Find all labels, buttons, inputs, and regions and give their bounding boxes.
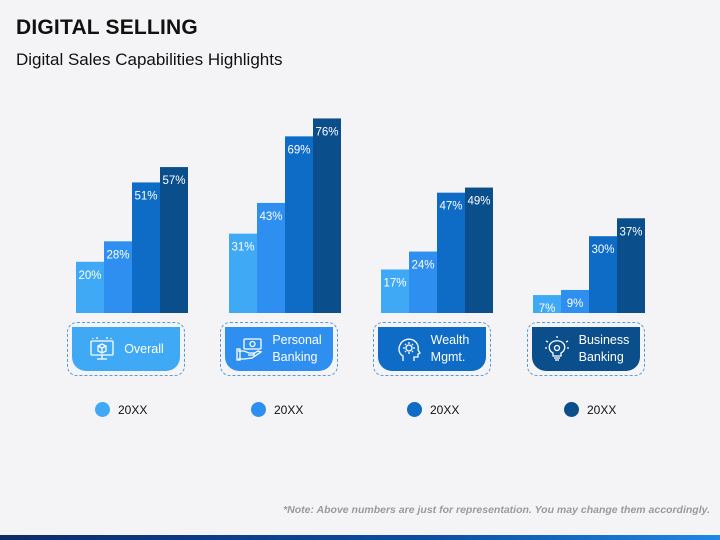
bar-value-label: 49% xyxy=(467,196,490,208)
bar xyxy=(257,202,285,313)
legend-item: 20XX xyxy=(407,402,459,417)
slide-subtitle: Digital Sales Capabilities Highlights xyxy=(16,50,283,69)
bar-value-label: 47% xyxy=(439,201,462,213)
bar-value-label: 7% xyxy=(539,303,556,315)
category-card-wealth-mgmt: Wealth Mgmt. xyxy=(373,322,491,376)
bar-value-label: 28% xyxy=(106,249,129,261)
bar-value-label: 20% xyxy=(78,270,101,282)
bar xyxy=(132,182,160,313)
bar xyxy=(437,192,465,313)
bar-value-label: 76% xyxy=(315,126,338,138)
slide-title: DIGITAL SELLING xyxy=(16,16,198,39)
card-label-line2: Banking xyxy=(578,350,624,364)
bar xyxy=(313,118,341,313)
bar xyxy=(589,236,617,313)
legend-swatch xyxy=(251,402,266,417)
legend-label: 20XX xyxy=(118,402,148,417)
bar xyxy=(533,295,561,313)
legend-item: 20XX xyxy=(251,402,303,417)
legend-item: 20XX xyxy=(564,402,616,417)
legend-label: 20XX xyxy=(587,402,617,417)
legend-swatch xyxy=(95,402,110,417)
legend-item: 20XX xyxy=(95,402,147,417)
gear-head-icon xyxy=(398,338,421,361)
bar-value-label: 24% xyxy=(411,260,434,272)
bar-value-label: 30% xyxy=(591,244,614,256)
money-hand-icon xyxy=(236,338,263,361)
bar-value-label: 17% xyxy=(383,277,406,289)
bar xyxy=(617,218,645,313)
bar xyxy=(465,187,493,313)
bar xyxy=(229,233,257,313)
footer-accent-bar xyxy=(0,535,720,540)
legend-label: 20XX xyxy=(274,402,304,417)
category-card-business-banking: Business Banking xyxy=(527,322,645,376)
card-label-line2: Banking xyxy=(272,350,318,364)
bulb-gear-icon xyxy=(544,336,569,361)
bar xyxy=(160,167,188,313)
bar-value-label: 9% xyxy=(567,298,584,310)
bar-value-label: 69% xyxy=(287,144,310,156)
bar-value-label: 51% xyxy=(134,190,157,202)
card-label-line1: Business xyxy=(578,333,630,348)
card-label-line1: Personal xyxy=(272,333,322,348)
footnote: *Note: Above numbers are just for repres… xyxy=(283,504,710,516)
bar xyxy=(409,251,437,313)
legend-swatch xyxy=(564,402,579,417)
legend-label: 20XX xyxy=(430,402,460,417)
monitor-box-icon xyxy=(90,337,114,360)
bar-value-label: 37% xyxy=(619,226,642,238)
card-label-line2: Mgmt. xyxy=(430,350,466,364)
card-label-line1: Overall xyxy=(124,341,164,356)
bar-value-label: 43% xyxy=(259,211,282,223)
bar xyxy=(381,269,409,313)
bar-chart: 20% 28% 51% 57% 31% 43% 69% 76% 17% 24% 47% 49% 7% 9%… xyxy=(76,118,645,315)
bar-value-label: 57% xyxy=(162,175,185,187)
bar xyxy=(104,241,132,313)
bar-value-label: 31% xyxy=(231,242,254,254)
bar xyxy=(76,261,104,313)
legend-swatch xyxy=(407,402,422,417)
card-label-line1: Wealth xyxy=(430,333,470,348)
category-card-personal-banking: Personal Banking xyxy=(220,322,338,376)
bar xyxy=(561,289,589,313)
bar xyxy=(285,136,313,313)
category-card-overall: Overall xyxy=(67,322,185,376)
